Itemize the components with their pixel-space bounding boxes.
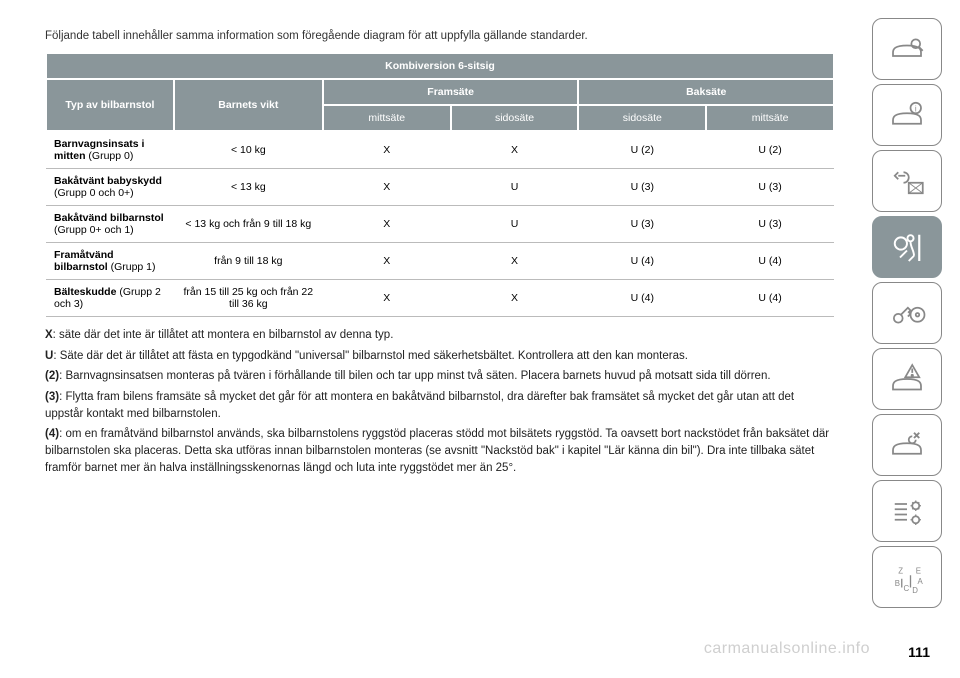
row-v3: U (3): [578, 206, 706, 243]
airbag-icon: [886, 226, 928, 268]
row-v1: X: [323, 280, 451, 317]
col-rear-sido: sidosäte: [578, 105, 706, 131]
svg-text:A: A: [918, 577, 924, 586]
list-gear-icon: [886, 490, 928, 532]
row-v1: X: [323, 169, 451, 206]
row-label: Barnvagnsinsats i mitten (Grupp 0): [46, 131, 174, 169]
index-icon: Z E B A C D: [886, 556, 928, 598]
table-row: Barnvagnsinsats i mitten (Grupp 0)< 10 k…: [46, 131, 834, 169]
car-search-icon: [886, 28, 928, 70]
row-v4: U (3): [706, 206, 834, 243]
table-row: Bakåtvänt babyskydd (Grupp 0 och 0+)< 13…: [46, 169, 834, 206]
note-u: U: Säte där det är tillåtet att fästa en…: [45, 348, 835, 365]
svg-text:i: i: [915, 105, 917, 114]
row-v4: U (4): [706, 280, 834, 317]
note-x: X: säte där det inte är tillåtet att mon…: [45, 327, 835, 344]
row-weight: från 15 till 25 kg och från 22 till 36 k…: [174, 280, 323, 317]
page-content: Följande tabell innehåller samma informa…: [45, 30, 835, 480]
sidebar-item-service[interactable]: [872, 414, 942, 476]
sidebar-item-warning[interactable]: [872, 348, 942, 410]
col-rear-mitt: mittsäte: [706, 105, 834, 131]
watermark: carmanualsonline.info: [704, 640, 870, 658]
sidebar-item-keys[interactable]: [872, 282, 942, 344]
col-weight: Barnets vikt: [174, 79, 323, 131]
row-v1: X: [323, 131, 451, 169]
col-front-mitt: mittsäte: [323, 105, 451, 131]
table-row: Bakåtvänd bilbarnstol (Grupp 0+ och 1)< …: [46, 206, 834, 243]
note-2: (2): Barnvagnsinsatsen monteras på tväre…: [45, 368, 835, 385]
svg-text:C: C: [904, 584, 910, 593]
note-4: (4): om en framåtvänd bilbarnstol använd…: [45, 426, 835, 476]
row-weight: från 9 till 18 kg: [174, 243, 323, 280]
table-row: Bälteskudde (Grupp 2 och 3)från 15 till …: [46, 280, 834, 317]
svg-text:Z: Z: [898, 567, 903, 576]
row-label: Framåtvänd bilbarnstol (Grupp 1): [46, 243, 174, 280]
childseat-table: Kombiversion 6-sitsig Typ av bilbarnstol…: [45, 52, 835, 317]
notes-block: X: säte där det inte är tillåtet att mon…: [45, 327, 835, 476]
svg-text:D: D: [912, 586, 918, 595]
row-v2: U: [451, 169, 579, 206]
sidebar-item-airbag[interactable]: [872, 216, 942, 278]
row-v4: U (2): [706, 131, 834, 169]
car-service-icon: [886, 424, 928, 466]
row-v2: X: [451, 131, 579, 169]
car-warning-icon: [886, 358, 928, 400]
col-type: Typ av bilbarnstol: [46, 79, 174, 131]
row-v4: U (4): [706, 243, 834, 280]
row-v3: U (3): [578, 169, 706, 206]
page-number: 111: [908, 644, 930, 660]
row-v2: X: [451, 243, 579, 280]
sidebar-item-settings[interactable]: [872, 480, 942, 542]
col-front: Framsäte: [323, 79, 579, 105]
sidebar-item-lights[interactable]: [872, 150, 942, 212]
key-steering-icon: [886, 292, 928, 334]
table-row: Framåtvänd bilbarnstol (Grupp 1)från 9 t…: [46, 243, 834, 280]
sidebar-item-index[interactable]: Z E B A C D: [872, 546, 942, 608]
row-label: Bakåtvänd bilbarnstol (Grupp 0+ och 1): [46, 206, 174, 243]
col-front-sido: sidosäte: [451, 105, 579, 131]
col-rear: Baksäte: [578, 79, 834, 105]
lights-icon: [886, 160, 928, 202]
row-v3: U (4): [578, 280, 706, 317]
row-v3: U (4): [578, 243, 706, 280]
sidebar-item-search[interactable]: [872, 18, 942, 80]
car-info-icon: i: [886, 94, 928, 136]
svg-text:E: E: [916, 567, 921, 576]
svg-text:B: B: [895, 579, 900, 588]
intro-text: Följande tabell innehåller samma informa…: [45, 30, 835, 42]
row-v2: U: [451, 206, 579, 243]
row-v2: X: [451, 280, 579, 317]
row-weight: < 13 kg och från 9 till 18 kg: [174, 206, 323, 243]
sidebar-nav: i Z E B: [872, 18, 942, 608]
row-v4: U (3): [706, 169, 834, 206]
row-label: Bälteskudde (Grupp 2 och 3): [46, 280, 174, 317]
row-v1: X: [323, 206, 451, 243]
row-v1: X: [323, 243, 451, 280]
table-title: Kombiversion 6-sitsig: [46, 53, 834, 79]
note-3: (3): Flytta fram bilens framsäte så myck…: [45, 389, 835, 422]
row-weight: < 13 kg: [174, 169, 323, 206]
sidebar-item-info[interactable]: i: [872, 84, 942, 146]
row-weight: < 10 kg: [174, 131, 323, 169]
row-v3: U (2): [578, 131, 706, 169]
row-label: Bakåtvänt babyskydd (Grupp 0 och 0+): [46, 169, 174, 206]
